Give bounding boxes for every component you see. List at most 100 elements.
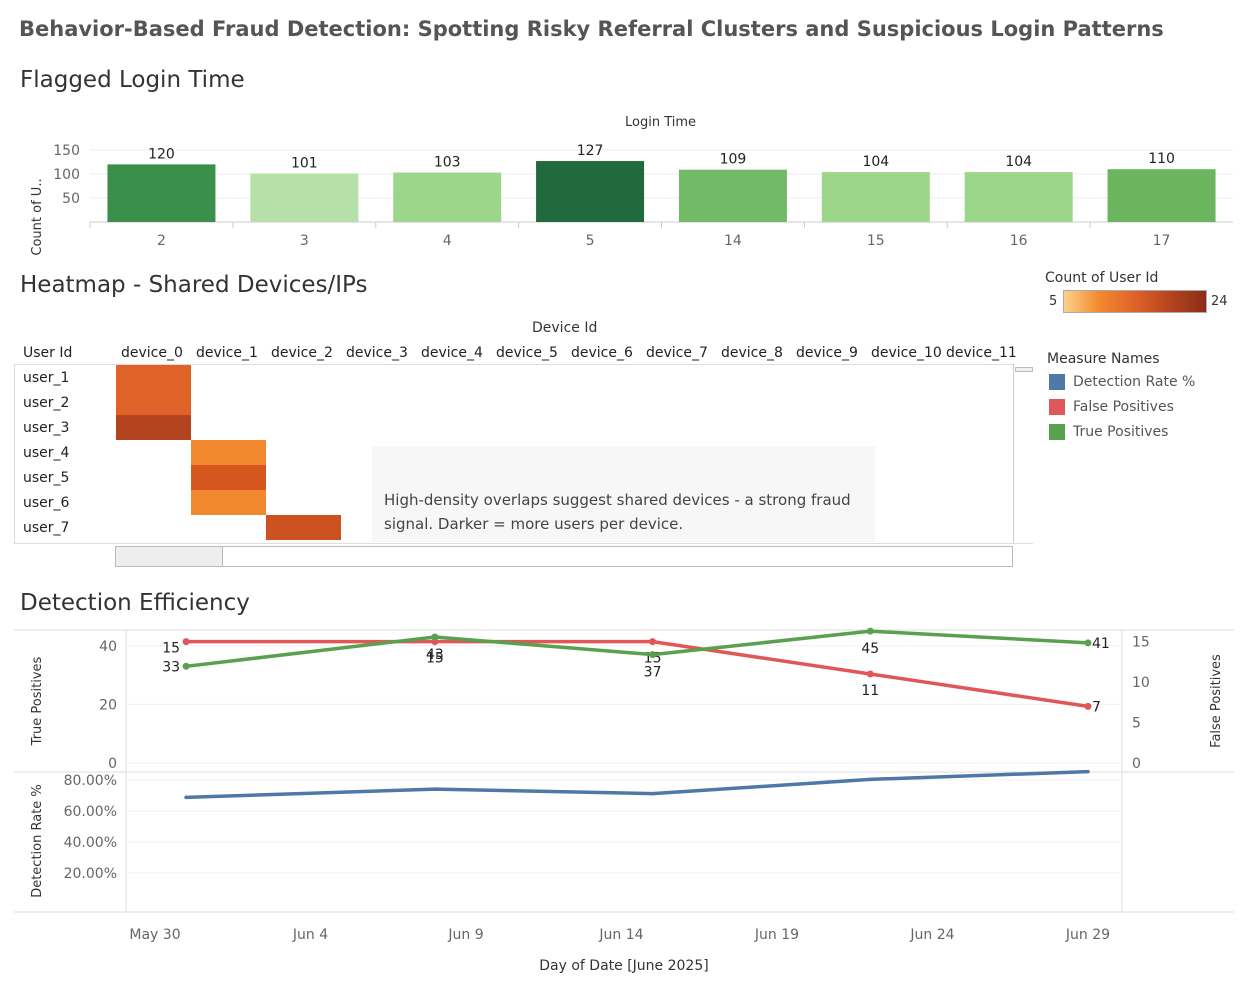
bar-x-tick: 16: [1010, 233, 1028, 249]
heatmap-column-header: device_8: [721, 345, 783, 361]
legend-label: False Positives: [1073, 399, 1174, 415]
heatmap-column-header: device_4: [421, 345, 483, 361]
bar: [678, 169, 787, 222]
legend-item-true-positives[interactable]: True Positives: [1049, 424, 1168, 440]
heatmap-row-header: user_1: [23, 370, 70, 386]
heatmap-cell[interactable]: [116, 415, 191, 440]
true-positives-data-label: 41: [1092, 636, 1110, 652]
bar-x-tick: 15: [867, 233, 885, 249]
bar: [964, 172, 1073, 222]
heatmap-vertical-scrollbar[interactable]: [1013, 364, 1033, 543]
bar: [1107, 169, 1216, 222]
detection-rate-point: [650, 791, 655, 796]
heatmap-cell[interactable]: [191, 440, 266, 465]
page-title: Behavior-Based Fraud Detection: Spotting…: [19, 17, 1164, 41]
date-axis-title: Day of Date [June 2025]: [539, 958, 708, 974]
true-positives-point: [431, 633, 439, 641]
false-positives-point: [649, 638, 657, 646]
true-positives-point: [649, 651, 657, 659]
false-positives-point: [182, 638, 190, 646]
heatmap-column-header: device_3: [346, 345, 408, 361]
bar-y-tick: 150: [53, 143, 80, 159]
dr-y-tick: 80.00%: [64, 773, 117, 789]
legend-item-detection-rate[interactable]: Detection Rate %: [1049, 374, 1195, 390]
bar-y-tick: 50: [62, 191, 80, 207]
bar-chart-title: Login Time: [625, 115, 697, 130]
color-legend-gradient: [1063, 290, 1207, 313]
dr-y-tick: 20.00%: [64, 866, 117, 882]
heatmap-panel: user_1 user_2 user_3 user_4 user_5 user_6 user…: [14, 364, 1033, 544]
bar-x-tick: 4: [443, 233, 452, 249]
bar: [536, 161, 645, 222]
true-positives-point: [866, 627, 874, 635]
heatmap-rows: user_1 user_2 user_3 user_4 user_5 user_6 user…: [15, 365, 1015, 543]
heatmap-column-title: Device Id: [532, 320, 598, 336]
false-positives-data-label: 15: [162, 641, 180, 657]
detection-rate-point: [868, 777, 873, 782]
heatmap-column-headers: device_0 device_1 device_2 device_3 device_4…: [0, 345, 1020, 365]
login-time-bar-chart: 50 100 150 120 2 101 3 103 4 127 5 109 14 104 15 104 16 1…: [30, 143, 1233, 255]
true-positives-point: [182, 662, 190, 670]
color-legend-min: 5: [1049, 294, 1058, 309]
legend-label: Detection Rate %: [1073, 374, 1196, 390]
heatmap-column-header: device_1: [196, 345, 258, 361]
bar-value-label: 120: [148, 146, 175, 162]
chart-frame: [14, 629, 1234, 913]
bar: [250, 173, 359, 222]
bar-x-tick: 5: [586, 233, 595, 249]
tp-y-tick: 0: [108, 756, 117, 772]
heatmap-column-header: device_9: [796, 345, 858, 361]
heatmap-row-header: user_2: [23, 395, 70, 411]
heatmap-column-header: device_5: [496, 345, 558, 361]
heatmap-column-header: device_10: [871, 345, 942, 361]
false-positives-point: [866, 670, 874, 678]
heatmap-cell[interactable]: [266, 515, 341, 540]
heatmap-row-header: user_6: [23, 495, 70, 511]
legend-swatch: [1049, 399, 1065, 415]
bar-x-tick: 3: [300, 233, 309, 249]
date-x-tick: Jun 14: [598, 927, 643, 943]
tp-y-tick: 40: [99, 639, 117, 655]
bar-x-tick: 17: [1153, 233, 1171, 249]
heatmap-section-title: Heatmap - Shared Devices/IPs: [20, 272, 368, 298]
horizontal-scroll-thumb[interactable]: [116, 547, 223, 566]
bar-value-label: 104: [862, 154, 889, 170]
true-positives-line: [185, 629, 1089, 669]
heatmap-column-header: device_2: [271, 345, 333, 361]
heatmap-column-header: device_0: [121, 345, 183, 361]
true-positives-data-label: 37: [644, 665, 662, 681]
vertical-scroll-thumb[interactable]: [1015, 367, 1033, 372]
date-x-tick: May 30: [129, 927, 180, 943]
legend-swatch: [1049, 374, 1065, 390]
legend-label: True Positives: [1073, 424, 1169, 440]
bar-value-label: 127: [577, 143, 604, 159]
dr-y-tick: 40.00%: [64, 835, 117, 851]
detection-rate-axis-title: Detection Rate %: [30, 784, 45, 898]
fp-y-tick: 10: [1132, 675, 1150, 691]
legend-item-false-positives[interactable]: False Positives: [1049, 399, 1174, 415]
heatmap-column-header: device_11: [946, 345, 1017, 361]
detection-rate-point: [1086, 769, 1090, 774]
heatmap-cell[interactable]: [116, 390, 191, 415]
heatmap-cell[interactable]: [116, 365, 191, 390]
heatmap-cell[interactable]: [191, 465, 266, 490]
bar-value-label: 104: [1005, 154, 1032, 170]
heatmap-row-header: user_4: [23, 445, 70, 461]
detection-rate-point: [433, 787, 437, 791]
color-legend-title: Count of User Id: [1045, 270, 1159, 286]
true-positives-axis-title: True Positives: [30, 656, 45, 746]
heatmap-cell[interactable]: [191, 490, 266, 515]
heatmap-row-header: user_5: [23, 470, 70, 486]
date-x-tick: Jun 9: [447, 927, 483, 943]
heatmap-row-header: user_3: [23, 420, 70, 436]
heatmap-horizontal-scrollbar[interactable]: [115, 546, 1013, 567]
detection-rate-line: [186, 769, 1089, 800]
dr-y-tick: 60.00%: [64, 804, 117, 820]
heatmap-column-header: device_6: [571, 345, 633, 361]
date-x-tick: Jun 19: [754, 927, 799, 943]
fp-y-tick: 0: [1132, 756, 1141, 772]
measure-legend-title: Measure Names: [1047, 351, 1160, 367]
tp-y-tick: 20: [99, 697, 117, 713]
bar-value-label: 101: [291, 156, 318, 172]
fp-y-tick: 5: [1132, 716, 1141, 732]
